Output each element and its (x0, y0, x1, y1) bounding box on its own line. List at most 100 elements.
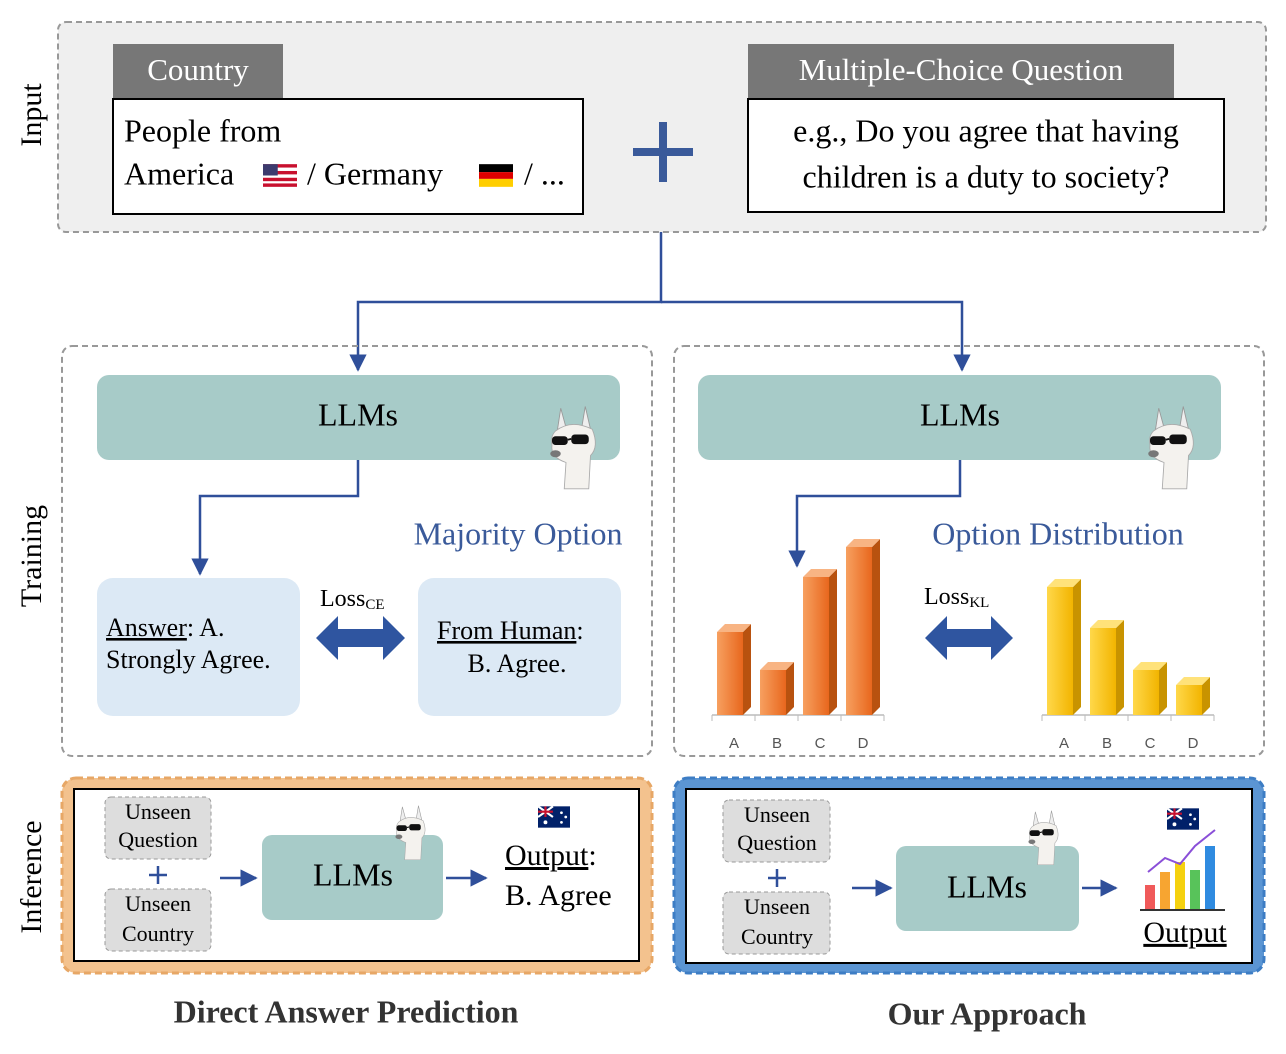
bar-top (846, 539, 880, 547)
chip-text: Question (118, 827, 197, 852)
model-box (262, 835, 443, 920)
training-panel (673, 345, 1265, 757)
tag-text: Country (147, 52, 249, 87)
flag (538, 806, 570, 828)
bar-side (1116, 620, 1124, 715)
category-label: B (772, 735, 782, 752)
category-label: B (1102, 735, 1112, 752)
answer-label: Answer (106, 613, 187, 642)
category-label: A (1059, 735, 1069, 752)
chip-text: Question (737, 830, 816, 855)
bar (1090, 628, 1116, 715)
model-label: LLMs (313, 856, 393, 892)
bar-side (872, 539, 880, 715)
bar-side (786, 662, 794, 715)
section-label: Training (15, 505, 48, 607)
bar (803, 577, 829, 715)
answer-text: Answer: A. (106, 613, 224, 642)
question-box (747, 98, 1225, 213)
model-box (698, 375, 1221, 460)
question-text: e.g., Do you agree that having (793, 112, 1179, 148)
model-label: LLMs (947, 868, 1027, 904)
human-text: From Human: (437, 616, 584, 645)
answer-value: : A. (187, 613, 225, 642)
arrow (349, 232, 663, 372)
country-box (112, 98, 584, 215)
section-label: Input (15, 83, 48, 147)
arrow (661, 300, 971, 372)
chip-text: Country (122, 921, 194, 946)
chip-text: Unseen (744, 802, 810, 827)
double-arrow (316, 616, 405, 660)
input-chip (722, 891, 831, 955)
tag (748, 44, 1174, 99)
bar-side (829, 569, 837, 715)
model-label: LLMs (920, 396, 1000, 432)
bar (1133, 670, 1159, 715)
category-label: D (1188, 735, 1199, 752)
model-box (896, 846, 1079, 931)
loss-name: Loss (924, 584, 969, 610)
category-label: A (729, 735, 739, 752)
tag (113, 44, 283, 99)
bar-top (1133, 662, 1167, 670)
input-chip (104, 796, 212, 860)
input-chip (104, 888, 212, 952)
output-text: B. Agree (505, 879, 612, 912)
input-chip (722, 799, 831, 863)
chip-text: Unseen (125, 891, 191, 916)
chip-text: Unseen (125, 799, 191, 824)
bar-top (803, 569, 837, 577)
bar-top (1176, 677, 1210, 685)
loss-sub: KL (969, 595, 989, 611)
model-box (97, 375, 620, 460)
question-text: children is a duty to society? (802, 158, 1169, 194)
model-label: LLMs (318, 396, 398, 432)
double-arrow (925, 616, 1013, 660)
bar-side (1073, 579, 1081, 715)
caption: Majority Option (414, 515, 623, 551)
method-label: Direct Answer Prediction (174, 993, 519, 1029)
loss-sub: CE (365, 597, 384, 613)
bar-side (743, 624, 751, 715)
output-label: Output (1143, 916, 1227, 949)
human-colon: : (576, 616, 583, 645)
bar (1176, 685, 1202, 715)
bar-top (717, 624, 751, 632)
method-label: Our Approach (888, 995, 1087, 1031)
output-colon: : (588, 839, 596, 872)
flag (263, 164, 297, 187)
bar-side (1159, 662, 1167, 715)
plus (768, 869, 786, 887)
loss-label: LossKL (924, 584, 989, 612)
section-label: Inference (15, 820, 48, 933)
flag (479, 164, 513, 187)
loss-label: LossCE (320, 586, 385, 614)
bar-top (760, 662, 794, 670)
loss-name: Loss (320, 586, 365, 612)
bar (1047, 587, 1073, 715)
arrow (191, 460, 360, 576)
country-text: / Germany (307, 155, 443, 191)
category-label: D (858, 735, 869, 752)
output-chart-icon (1140, 829, 1225, 911)
country-text: / ... (524, 155, 565, 191)
country-text: People from (124, 112, 281, 148)
bar-side (1202, 677, 1210, 715)
chip-text: Unseen (744, 894, 810, 919)
tag-text: Multiple-Choice Question (799, 52, 1124, 87)
answer-text: Strongly Agree. (106, 645, 271, 674)
bar (846, 547, 872, 715)
category-label: C (1145, 735, 1156, 752)
bar (717, 632, 743, 715)
bar (760, 670, 786, 715)
country-text: America (124, 155, 234, 191)
plus (149, 866, 167, 884)
category-label: C (815, 735, 826, 752)
bar-top (1090, 620, 1124, 628)
bar-top (1047, 579, 1081, 587)
human-text: B. Agree. (468, 649, 567, 678)
